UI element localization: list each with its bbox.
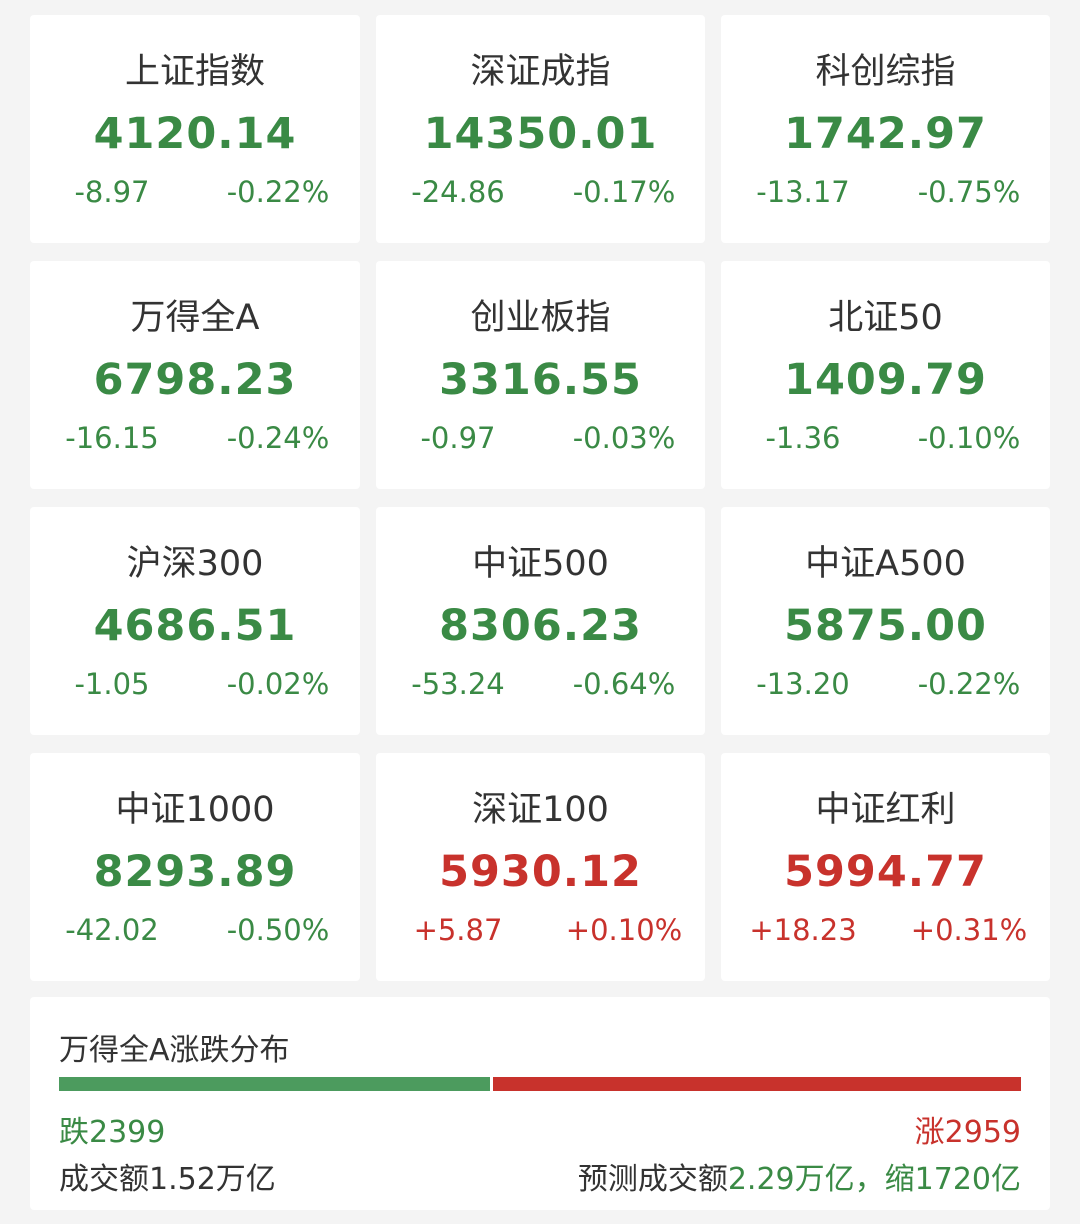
index-change-percent: +0.10%: [565, 913, 683, 947]
fall-count: 跌2399: [59, 1115, 166, 1150]
index-change: -1.05: [74, 667, 150, 701]
rise-count: 涨2959: [914, 1115, 1021, 1150]
predicted-volume: 预测成交额2.29万亿，缩1720亿: [578, 1154, 1021, 1198]
index-value: 14350.01: [423, 109, 658, 159]
index-change: -13.20: [756, 667, 850, 701]
volume: 成交额1.52万亿: [59, 1162, 276, 1197]
distribution-bar: [59, 1077, 1021, 1091]
rise-bar: [492, 1077, 1021, 1091]
index-change-percent: -0.64%: [572, 667, 676, 701]
index-change-percent: -0.17%: [572, 175, 676, 209]
index-name: 沪深300: [126, 544, 264, 584]
index-name: 深证成指: [470, 52, 611, 92]
distribution-title: 万得全A涨跌分布: [59, 1033, 290, 1068]
index-value: 8293.89: [93, 847, 297, 897]
index-name: 中证500: [472, 544, 609, 584]
index-value: 1409.79: [784, 355, 987, 405]
index-value: 5930.12: [439, 847, 642, 897]
index-card[interactable]: 中证500 8306.23 -53.24 -0.64%: [376, 507, 705, 735]
index-name: 科创综指: [815, 52, 956, 92]
index-name: 中证1000: [115, 790, 275, 830]
index-card[interactable]: 深证成指 14350.01 -24.86 -0.17%: [376, 15, 705, 243]
index-change: -13.17: [756, 175, 850, 209]
predict-value: 2.29万亿，缩1720亿: [727, 1162, 1021, 1197]
index-change-percent: -0.22%: [226, 175, 330, 209]
index-change-percent: -0.02%: [226, 667, 330, 701]
index-change: -8.97: [74, 175, 150, 209]
index-name: 上证指数: [124, 52, 265, 92]
fall-bar: [59, 1077, 490, 1091]
index-card[interactable]: 上证指数 4120.14 -8.97 -0.22%: [30, 15, 360, 243]
index-value: 5994.77: [784, 847, 987, 897]
index-change: -53.24: [411, 667, 505, 701]
index-card[interactable]: 沪深300 4686.51 -1.05 -0.02%: [30, 507, 360, 735]
index-card[interactable]: 创业板指 3316.55 -0.97 -0.03%: [376, 261, 705, 489]
index-change: -16.15: [65, 421, 159, 455]
index-name: 万得全A: [130, 298, 260, 338]
index-change-percent: -0.10%: [917, 421, 1021, 455]
index-value: 1742.97: [784, 109, 987, 159]
index-change: -0.97: [420, 421, 496, 455]
index-name: 创业板指: [470, 298, 611, 338]
index-card[interactable]: 北证50 1409.79 -1.36 -0.10%: [721, 261, 1050, 489]
distribution-panel: 万得全A涨跌分布 跌2399 涨2959 成交额1.52万亿 预测成交额2.29…: [30, 997, 1050, 1210]
index-change-percent: -0.50%: [226, 913, 330, 947]
index-grid: 上证指数 4120.14 -8.97 -0.22% 深证成指 14350.01 -…: [30, 15, 1050, 981]
index-card[interactable]: 深证100 5930.12 +5.87 +0.10%: [376, 753, 705, 981]
index-change-percent: -0.24%: [226, 421, 330, 455]
index-value: 6798.23: [93, 355, 297, 405]
index-value: 5875.00: [784, 601, 987, 651]
index-change: -42.02: [65, 913, 159, 947]
index-name: 中证A500: [805, 544, 966, 584]
index-card[interactable]: 万得全A 6798.23 -16.15 -0.24%: [30, 261, 360, 489]
index-card[interactable]: 中证1000 8293.89 -42.02 -0.50%: [30, 753, 360, 981]
index-name: 深证100: [472, 790, 609, 830]
index-change-percent: +0.31%: [910, 913, 1028, 947]
index-change-percent: -0.22%: [917, 667, 1021, 701]
index-change: -1.36: [765, 421, 841, 455]
index-change: +5.87: [413, 913, 503, 947]
index-card[interactable]: 科创综指 1742.97 -13.17 -0.75%: [721, 15, 1050, 243]
index-change-percent: -0.03%: [572, 421, 676, 455]
index-card[interactable]: 中证红利 5994.77 +18.23 +0.31%: [721, 753, 1050, 981]
index-value: 8306.23: [439, 601, 642, 651]
index-change: +18.23: [749, 913, 857, 947]
index-value: 4120.14: [93, 109, 297, 159]
index-value: 3316.55: [439, 355, 642, 405]
index-card[interactable]: 中证A500 5875.00 -13.20 -0.22%: [721, 507, 1050, 735]
index-change: -24.86: [411, 175, 505, 209]
index-name: 北证50: [828, 298, 943, 338]
index-name: 中证红利: [815, 790, 956, 830]
predict-label: 预测成交额: [577, 1162, 728, 1197]
index-change-percent: -0.75%: [917, 175, 1021, 209]
index-value: 4686.51: [93, 601, 297, 651]
